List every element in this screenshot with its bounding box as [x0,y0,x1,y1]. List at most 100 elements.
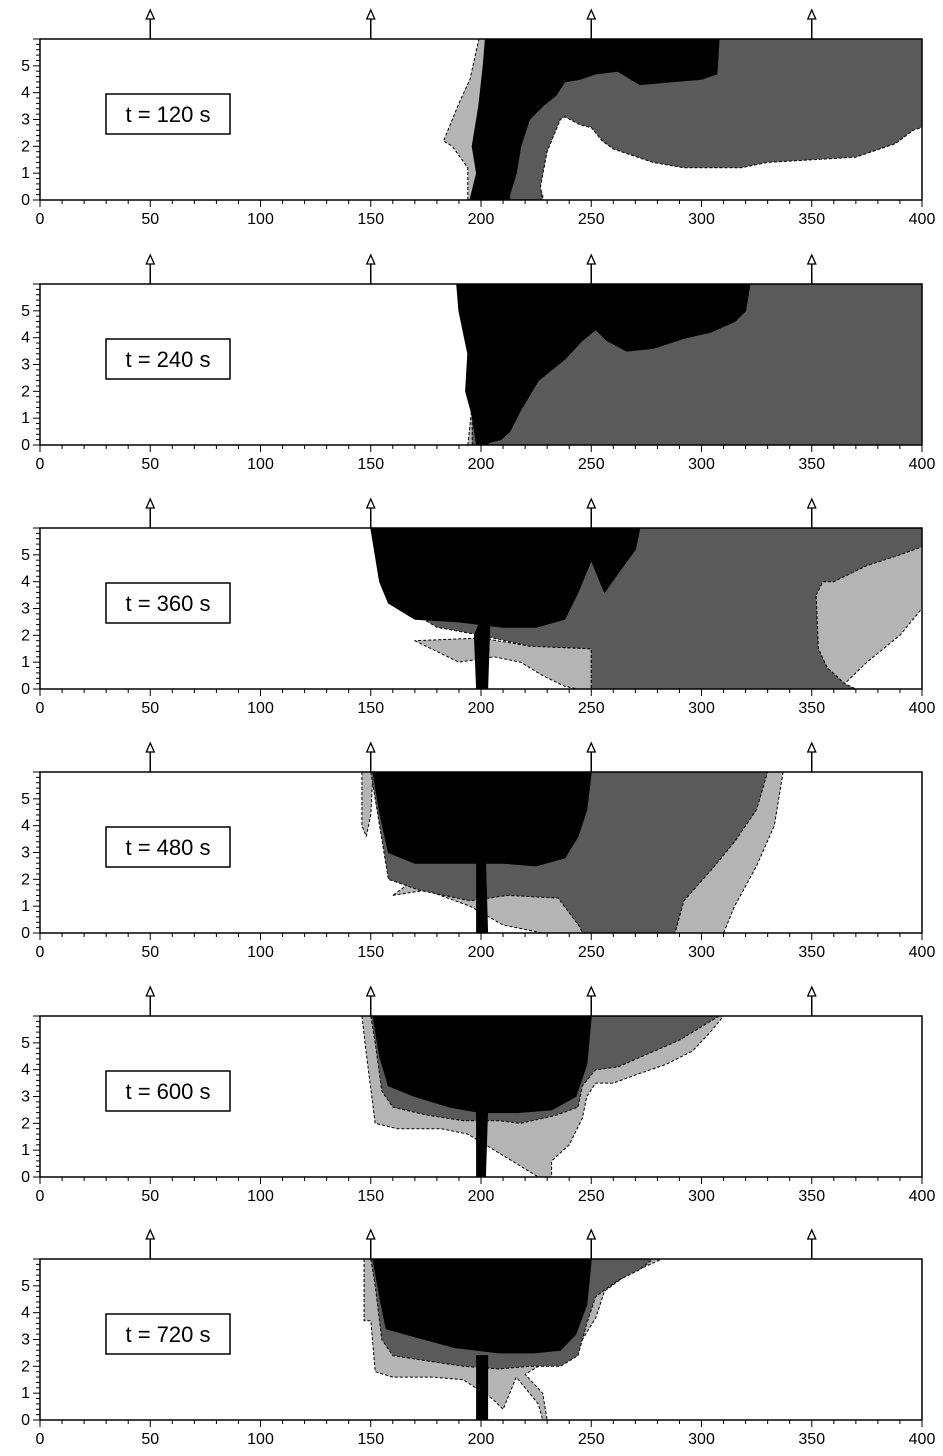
time-label-box [105,826,231,868]
x-tick-label: 200 [468,211,495,228]
regions [443,39,922,200]
y-tick-label: 5 [21,1278,30,1295]
arrow-head-icon [806,8,817,20]
arrow-head-icon [145,1228,156,1240]
x-tick-label: 300 [688,700,715,717]
y-tick-label: 4 [21,574,30,591]
region-dark-2 [469,39,720,200]
x-tick-label: 150 [357,1188,384,1205]
y-tick-label: 2 [21,1358,30,1375]
x-tick-label: 100 [247,1188,274,1205]
arrow-head-icon [806,497,817,509]
arrow-head-icon [365,253,376,265]
arrow-head-icon [586,8,597,20]
x-tick-label: 400 [909,1188,936,1205]
x-tick-label: 200 [468,1188,495,1205]
x-tick-label: 350 [798,211,825,228]
y-tick-label: 1 [21,1142,30,1159]
time-label: t = 240 s [125,347,210,372]
arrow-head-icon [145,741,156,753]
region-light-2 [815,546,922,685]
region-dark-4 [476,857,489,933]
time-label: t = 360 s [125,591,210,616]
y-tick-label: 2 [21,627,30,644]
region-dark-2 [372,1016,592,1114]
y-tick-label: 3 [21,112,30,129]
time-label-box [105,582,231,624]
x-tick-label: 250 [578,1188,605,1205]
x-tick-label: 150 [357,700,384,717]
arrow-head-icon [806,985,817,997]
x-tick-label: 350 [798,1188,825,1205]
arrow-head-icon [145,497,156,509]
time-label-box [105,1313,231,1355]
y-tick-label: 4 [21,1305,30,1322]
x-tick-label: 400 [909,211,936,228]
y-tick-label: 2 [21,383,30,400]
y-tick-label: 5 [21,547,30,564]
x-tick-label: 150 [357,1431,384,1448]
x-tick-label: 400 [909,700,936,717]
y-tick-label: 1 [21,165,30,182]
y-tick-label: 0 [21,925,30,942]
x-tick-label: 50 [141,1188,159,1205]
x-tick-label: 250 [578,700,605,717]
x-tick-label: 250 [578,1431,605,1448]
x-tick-label: 50 [141,944,159,961]
y-tick-label: 4 [21,85,30,102]
y-tick-label: 2 [21,871,30,888]
arrow-head-icon [365,497,376,509]
time-label: t = 720 s [125,1322,210,1347]
x-tick-label: 250 [578,944,605,961]
region-light-0 [361,772,374,837]
x-tick-label: 200 [468,700,495,717]
region-dark-3 [372,772,592,867]
y-tick-label: 0 [21,437,30,454]
panel-2: 0 50 100 150 200 250 300 350 400 0 1 2 3 4 5 t = 360 s [21,497,936,717]
y-tick-label: 1 [21,1385,30,1402]
x-tick-label: 350 [798,456,825,473]
x-tick-label: 250 [578,456,605,473]
regions [370,528,922,689]
region-dark-3 [476,1109,489,1177]
x-tick-label: 400 [909,456,936,473]
region-medium-1 [491,39,922,200]
y-tick-label: 0 [21,1412,30,1429]
regions [361,772,784,933]
panel-5: 0 50 100 150 200 250 300 350 400 0 1 2 3 4 5 t = 720 s [21,1228,935,1448]
x-tick-label: 300 [688,944,715,961]
arrow-head-icon [365,741,376,753]
time-label-box [105,338,231,380]
x-tick-label: 400 [909,944,936,961]
x-tick-label: 100 [247,211,274,228]
panel-1: 0 50 100 150 200 250 300 350 400 0 1 2 3 4 5 t = 240 s [21,253,936,473]
x-tick-label: 300 [688,1188,715,1205]
y-tick-label: 5 [21,791,30,808]
regions [361,1016,725,1177]
arrow-head-icon [806,1228,817,1240]
time-label-box [105,1070,231,1112]
arrow-head-icon [586,497,597,509]
x-tick-label: 0 [36,456,45,473]
y-tick-label: 4 [21,818,30,835]
x-tick-label: 350 [798,1431,825,1448]
region-dark-4 [473,618,491,689]
x-tick-label: 50 [141,1431,159,1448]
regions [456,284,922,445]
region-light-0 [414,637,592,689]
x-tick-label: 100 [247,944,274,961]
panel-0: 0 50 100 150 200 250 300 350 400 0 1 2 3 4 5 t = 120 s [21,8,936,228]
arrow-head-icon [806,741,817,753]
y-tick-label: 0 [21,1169,30,1186]
x-tick-label: 50 [141,211,159,228]
x-tick-label: 50 [141,700,159,717]
x-tick-label: 0 [36,1188,45,1205]
x-tick-label: 100 [247,1431,274,1448]
y-tick-label: 5 [21,58,30,75]
region-dark-2 [372,1259,592,1354]
y-tick-label: 3 [21,1332,30,1349]
arrow-head-icon [145,253,156,265]
region-dark-2 [456,284,751,445]
arrow-head-icon [365,985,376,997]
